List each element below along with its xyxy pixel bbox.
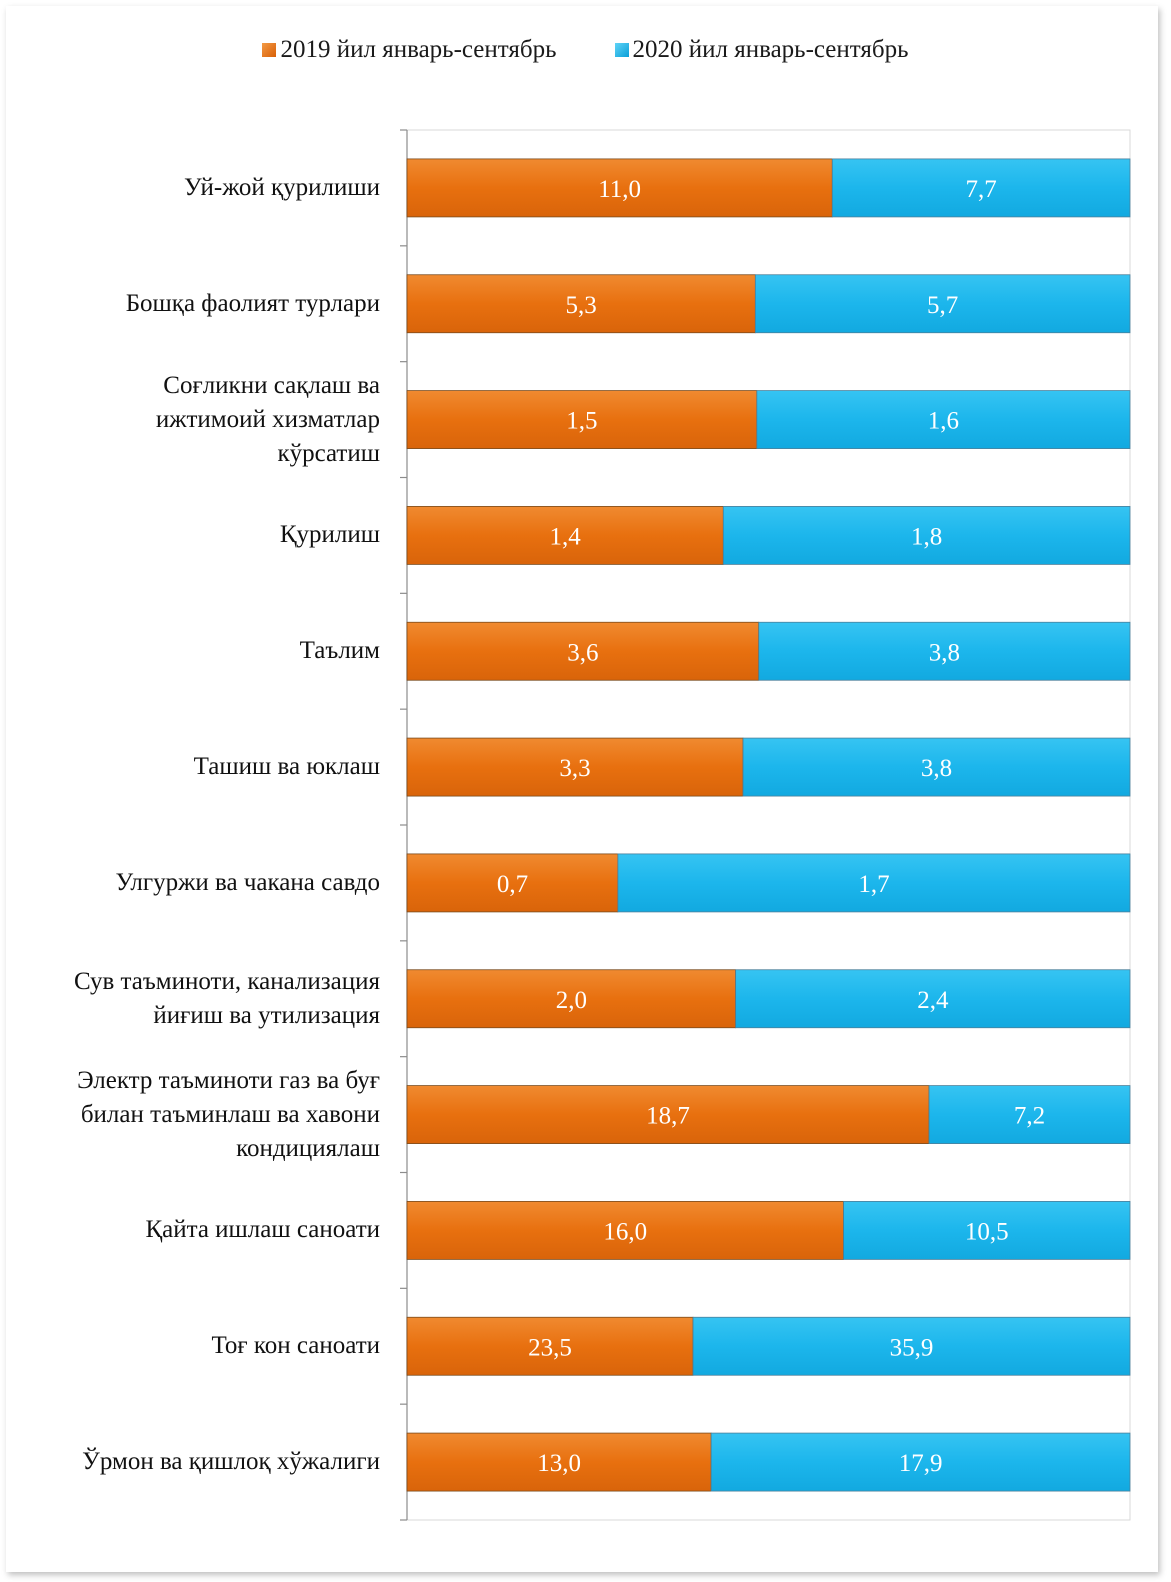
category-label: Ташиш ва юклаш [0, 750, 380, 784]
bar-segment-2019 [406, 274, 756, 334]
bar-segment-2019 [406, 1085, 930, 1144]
bar-segment-2020 [758, 621, 1131, 681]
bar-segment-2019 [406, 1432, 712, 1492]
data-label: 2,4 [917, 987, 949, 1014]
bar-segment-2019 [406, 390, 758, 449]
bar-segment-2020 [843, 1201, 1131, 1260]
category-label: Таълим [0, 634, 380, 668]
data-label: 0,7 [497, 871, 528, 898]
category-label-line: билан таъминлаш ва хавони [80, 1100, 380, 1128]
data-label: 18,7 [646, 1103, 690, 1130]
data-label: 1,4 [550, 523, 582, 550]
category-label: Соғликни сақлаш ва ижтимоий хизматлар кў… [0, 369, 380, 471]
bar-segment-2020 [754, 274, 1131, 334]
category-label-line: Сув таъминоти, канализация [73, 967, 380, 995]
legend-swatch-2020 [614, 43, 629, 57]
bar-segment-2019 [406, 1316, 694, 1376]
data-label: 2,0 [556, 987, 587, 1014]
bar-segment-2020 [756, 390, 1131, 449]
data-label: 3,6 [567, 639, 598, 666]
data-label: 17,9 [899, 1450, 943, 1477]
category-label-line: Тоғ кон саноати [211, 1332, 380, 1360]
data-label: 7,2 [1014, 1103, 1045, 1130]
category-label-line: Ташиш ва юклаш [193, 753, 380, 781]
category-label: Бошқа фаолият турлари [0, 287, 380, 321]
data-label: 10,5 [965, 1218, 1009, 1245]
category-label-line: Қурилиш [279, 521, 380, 549]
legend-item-2020: 2020 йил январь-сентябрь [614, 36, 909, 64]
bar-segment-2020 [617, 853, 1131, 913]
bar-segment-2019 [406, 969, 737, 1029]
bar-segment-2019 [406, 621, 760, 681]
category-label: Қурилиш [0, 518, 380, 552]
data-label: 13,0 [537, 1450, 581, 1477]
category-label: Ўрмон ва қишлоқ хўжалиги [0, 1445, 380, 1479]
data-label: 3,8 [929, 639, 960, 666]
data-label: 1,7 [858, 871, 889, 898]
category-label-line: кўрсатиш [277, 439, 380, 467]
bar-segment-2020 [722, 506, 1131, 565]
bar-segment-2020 [831, 158, 1131, 218]
bar-segment-2019 [406, 158, 833, 218]
category-label-line: Қайта ишлаш саноати [145, 1216, 380, 1244]
bar-segment-2020 [735, 969, 1131, 1029]
legend-swatch-2019 [262, 43, 277, 57]
bar-segment-2020 [692, 1316, 1131, 1376]
legend-item-2019: 2019 йил январь-сентябрь [262, 36, 557, 64]
category-label-line: Таълим [299, 637, 380, 665]
legend-label-2019: 2019 йил январь-сентябрь [280, 36, 557, 63]
bar-segment-2020 [742, 737, 1131, 797]
bar-segment-2019 [406, 1201, 844, 1260]
category-label: Сув таъминоти, канализация йиғиш ва утил… [0, 965, 380, 1033]
category-label: Электр таъминоти газ ва буғ билан таъмин… [0, 1064, 380, 1166]
category-label-line: Ўрмон ва қишлоқ хўжалиги [82, 1448, 380, 1476]
data-label: 7,7 [966, 176, 997, 203]
data-label: 1,5 [566, 408, 597, 435]
data-label: 1,8 [911, 523, 942, 550]
category-label-line: йиғиш ва утилизация [153, 1001, 380, 1029]
data-label: 35,9 [890, 1334, 934, 1361]
category-label-line: кондициялаш [236, 1134, 380, 1162]
category-label-line: Улгуржи ва чакана савдо [115, 868, 381, 896]
category-label-line: Уй-жой қурилиши [184, 173, 380, 201]
data-label: 23,5 [528, 1334, 572, 1361]
data-label: 3,8 [921, 755, 952, 782]
category-label-line: Соғликни сақлаш ва [163, 371, 380, 399]
plot-area [406, 129, 1131, 1521]
bar-segment-2020 [710, 1432, 1131, 1492]
data-label: 5,3 [566, 292, 597, 319]
legend-label-2020: 2020 йил январь-сентябрь [632, 36, 909, 63]
bar-segment-2020 [928, 1085, 1131, 1144]
category-label: Қайта ишлаш саноати [0, 1213, 380, 1247]
category-label: Тоғ кон саноати [0, 1329, 380, 1363]
data-label: 1,6 [928, 408, 959, 435]
data-label: 3,3 [559, 755, 590, 782]
data-label: 11,0 [598, 176, 641, 203]
category-label: Улгуржи ва чакана савдо [0, 866, 381, 900]
data-label: 5,7 [927, 292, 958, 319]
bar-segment-2019 [406, 853, 619, 913]
category-label-line: Бошқа фаолият турлари [125, 289, 380, 317]
legend: 2019 йил январь-сентябрь 2020 йил январь… [0, 30, 1171, 70]
category-label: Уй-жой қурилиши [0, 171, 380, 205]
category-label-line: Электр таъминоти газ ва буғ [77, 1066, 380, 1094]
data-label: 16,0 [603, 1218, 647, 1245]
bar-segment-2019 [406, 737, 744, 797]
category-label-line: ижтимоий хизматлар [155, 405, 380, 433]
bar-segment-2019 [406, 506, 724, 565]
